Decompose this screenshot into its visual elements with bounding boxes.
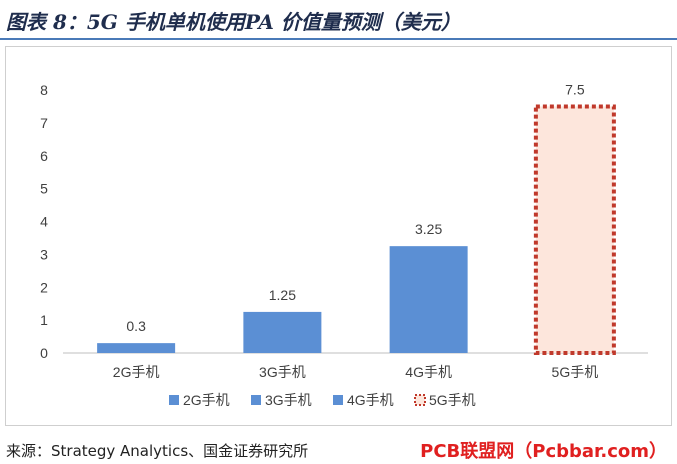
x-tick-label: 2G手机 bbox=[113, 364, 160, 380]
y-tick-label: 5 bbox=[40, 181, 48, 197]
bar bbox=[97, 343, 176, 353]
data-label: 1.25 bbox=[269, 287, 296, 303]
source-note: 来源：Strategy Analytics、国金证券研究所 bbox=[6, 442, 309, 460]
bar bbox=[389, 246, 468, 353]
title-bar: 图表 8：5G 手机单机使用PA 价值量预测（美元） bbox=[0, 0, 677, 40]
bar-highlighted bbox=[533, 104, 616, 355]
bar-chart: 0 1 2 3 4 5 6 7 8 0.3 2G手机 1.25 3G手机 3.25 4G手机 7.5 5G手机 2… bbox=[40, 81, 648, 408]
y-tick-label: 7 bbox=[40, 115, 48, 131]
bar bbox=[243, 311, 322, 353]
data-label: 7.5 bbox=[565, 81, 585, 97]
data-label: 0.3 bbox=[126, 318, 146, 334]
x-tick-label: 4G手机 bbox=[405, 364, 452, 380]
y-tick-label: 8 bbox=[40, 82, 48, 98]
y-tick-label: 6 bbox=[40, 148, 48, 164]
legend-swatch bbox=[169, 395, 179, 405]
legend-swatch bbox=[333, 395, 343, 405]
legend-label: 5G手机 bbox=[429, 392, 476, 408]
legend-swatch-highlighted bbox=[414, 394, 426, 406]
legend-label: 4G手机 bbox=[347, 392, 394, 408]
chart-frame: 0 1 2 3 4 5 6 7 8 0.3 2G手机 1.25 3G手机 3.25 4G手机 7.5 5G手机 2… bbox=[5, 46, 672, 426]
x-tick-label: 5G手机 bbox=[552, 364, 599, 380]
y-tick-label: 1 bbox=[40, 312, 48, 328]
chart-title: 图表 8：5G 手机单机使用PA 价值量预测（美元） bbox=[6, 10, 461, 34]
y-tick-label: 3 bbox=[40, 246, 48, 262]
x-tick-label: 3G手机 bbox=[259, 364, 306, 380]
y-tick-label: 2 bbox=[40, 279, 48, 295]
data-label: 3.25 bbox=[415, 221, 442, 237]
y-tick-label: 0 bbox=[40, 345, 48, 361]
footer: 来源：Strategy Analytics、国金证券研究所 PCB联盟网（Pcb… bbox=[0, 432, 677, 464]
legend-swatch bbox=[251, 395, 261, 405]
legend-label: 2G手机 bbox=[183, 392, 230, 408]
y-tick-label: 4 bbox=[40, 214, 48, 230]
watermark: PCB联盟网（Pcbbar.com） bbox=[420, 441, 667, 462]
legend-label: 3G手机 bbox=[265, 392, 312, 408]
